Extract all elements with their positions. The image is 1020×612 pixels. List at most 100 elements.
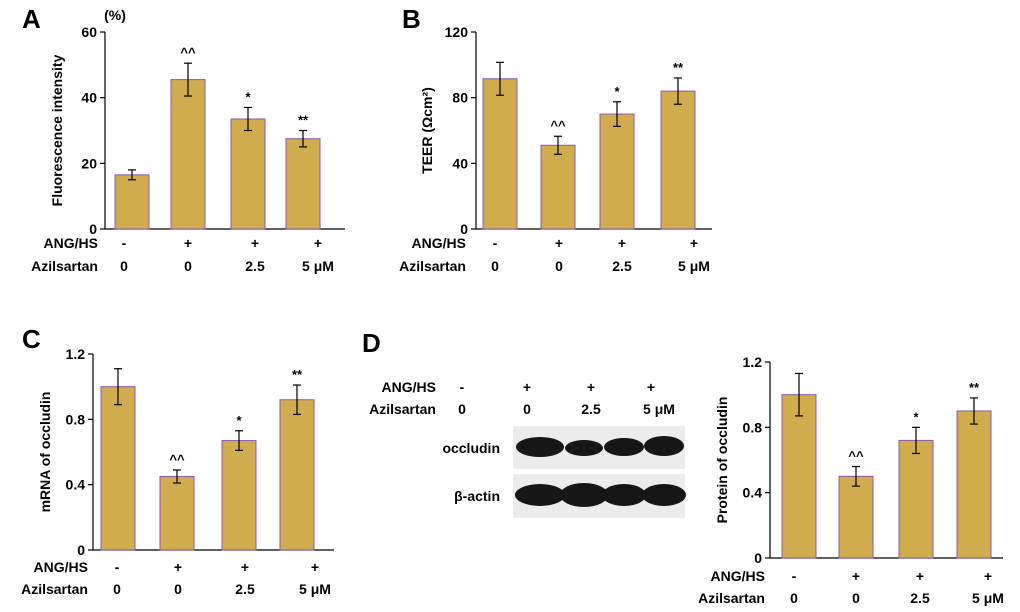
y-tick-label: 40: [81, 90, 97, 106]
bar: [660, 90, 696, 230]
ang-hs-value: -: [115, 559, 120, 575]
azilsartan-value: 5 μM: [678, 258, 710, 274]
ang-hs-value: -: [792, 568, 797, 584]
blot-azilsartan-value-1: 0: [458, 401, 466, 417]
azilsartan-row-label: Azilsartan: [399, 258, 466, 274]
azilsartan-value: 0: [852, 590, 860, 606]
y-tick-label: 0: [89, 221, 97, 237]
ang-hs-value: +: [241, 559, 249, 575]
y-axis-label: TEER (Ωcm²): [419, 87, 435, 174]
blot-azilsartan-row-label: Azilsartan: [369, 401, 436, 417]
blot-ang-hs-value-2: +: [523, 379, 531, 395]
occludin-band-label: occludin: [442, 440, 500, 456]
bar: [221, 440, 257, 551]
azilsartan-value: 5 μM: [299, 581, 331, 597]
ang-hs-value: +: [916, 568, 924, 584]
y-axis-label: Protein of occludin: [714, 397, 730, 524]
occludin-bands: [516, 436, 684, 457]
y-tick-label: 0.4: [743, 485, 763, 501]
ang-hs-value: -: [122, 235, 127, 251]
azilsartan-row-label: Azilsartan: [698, 590, 765, 606]
y-tick-label: 0: [754, 550, 762, 566]
y-tick-label: 0.8: [743, 419, 763, 435]
beta-actin-band-label: β-actin: [454, 488, 500, 504]
panel-label: C: [22, 324, 41, 354]
bar: [956, 410, 992, 559]
significance-marker: **: [292, 367, 303, 382]
y-tick-label: 40: [452, 155, 468, 171]
azilsartan-row-label: Azilsartan: [31, 258, 98, 274]
ang-hs-value: +: [690, 235, 698, 251]
western-blot-panel: occludin β-actin ANG/HS Azilsartan - + +…: [369, 379, 686, 518]
ang-hs-row-label: ANG/HS: [711, 568, 765, 584]
significance-marker: **: [969, 380, 980, 395]
blot-azilsartan-value-3: 2.5: [581, 401, 601, 417]
azilsartan-value: 5 μM: [302, 258, 334, 274]
y-axis-label: Fluorescence intensity: [49, 54, 65, 206]
azilsartan-value: 0: [555, 258, 563, 274]
ang-hs-row-label: ANG/HS: [412, 235, 466, 251]
y-tick-label: 0.8: [66, 411, 86, 427]
ang-hs-row-label: ANG/HS: [44, 235, 98, 251]
y-tick-label: 0: [77, 542, 85, 558]
ang-hs-value: +: [618, 235, 626, 251]
panel-label: A: [22, 4, 41, 34]
bar: [230, 118, 266, 230]
significance-marker: *: [245, 90, 251, 105]
y-tick-label: 0.4: [66, 477, 86, 493]
bar: [482, 78, 518, 230]
azilsartan-value: 0: [790, 590, 798, 606]
significance-marker: *: [236, 413, 242, 428]
panel-label: D: [362, 328, 381, 358]
y-tick-label: 0: [460, 221, 468, 237]
bar: [170, 79, 206, 230]
azilsartan-value: 2.5: [235, 581, 255, 597]
y-tick-label: 1.2: [743, 354, 763, 370]
azilsartan-value: 0: [491, 258, 499, 274]
bar: [279, 399, 315, 551]
bar: [285, 138, 321, 230]
beta-actin-bands: [515, 483, 686, 507]
ang-hs-value: +: [852, 568, 860, 584]
bar: [599, 113, 635, 230]
blot-azilsartan-value-4: 5 μM: [643, 401, 675, 417]
blot-ang-hs-value-4: +: [647, 379, 655, 395]
azilsartan-value: 2.5: [910, 590, 930, 606]
bar: [159, 476, 195, 551]
azilsartan-value: 0: [174, 581, 182, 597]
y-tick-label: 60: [81, 24, 97, 40]
ang-hs-value: +: [251, 235, 259, 251]
y-tick-label: 20: [81, 155, 97, 171]
azilsartan-value: 0: [120, 258, 128, 274]
significance-marker: ^^: [550, 118, 566, 133]
azilsartan-value: 0: [113, 581, 121, 597]
ang-hs-row-label: ANG/HS: [34, 559, 88, 575]
blot-ang-hs-row-label: ANG/HS: [382, 379, 436, 395]
y-tick-label: 80: [452, 90, 468, 106]
bar: [114, 174, 150, 230]
significance-marker: **: [298, 113, 309, 128]
significance-marker: ^^: [180, 45, 196, 60]
bar: [781, 394, 817, 559]
significance-marker: **: [673, 60, 684, 75]
ang-hs-value: -: [493, 235, 498, 251]
azilsartan-value: 5 μM: [972, 590, 1004, 606]
azilsartan-value: 2.5: [245, 258, 265, 274]
y-tick-label: 120: [445, 24, 469, 40]
blot-ang-hs-value-3: +: [587, 379, 595, 395]
significance-marker: ^^: [848, 449, 864, 464]
ang-hs-value: +: [174, 559, 182, 575]
significance-marker: *: [913, 409, 919, 424]
y-tick-label: 1.2: [66, 346, 86, 362]
panel-label: B: [402, 4, 421, 34]
blot-ang-hs-value-1: -: [460, 379, 465, 395]
ang-hs-value: +: [314, 235, 322, 251]
azilsartan-value: 0: [184, 258, 192, 274]
azilsartan-value: 2.5: [612, 258, 632, 274]
